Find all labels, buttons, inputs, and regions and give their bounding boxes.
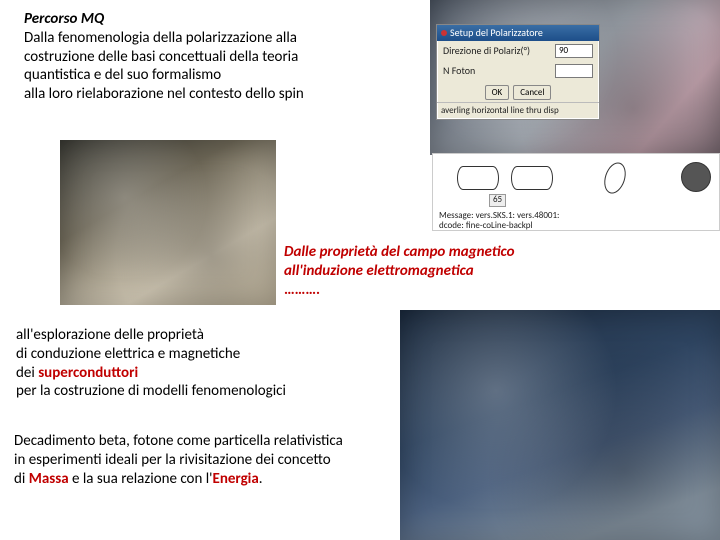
dialog-icon — [441, 30, 447, 36]
section-mq-line2: costruzione delle basi concettuali della… — [24, 48, 424, 67]
diagram-label-65: 65 — [489, 194, 506, 207]
diagram-cylinder-2 — [511, 166, 553, 190]
section-sc-line4: per la costruzione di modelli fenomenolo… — [16, 382, 396, 401]
section-me-line3b: Massa — [29, 470, 69, 488]
section-me-line3d: Energia — [213, 470, 259, 488]
dialog-buttons: OK Cancel — [437, 81, 599, 102]
photo-student-writing — [60, 140, 276, 305]
section-mq-line3: quantistica e del suo formalismo — [24, 66, 424, 85]
section-sc-line2: di conduzione elettrica e magnetiche — [16, 345, 396, 364]
section-magnetic-line2: all'induzione elettromagnetica — [284, 262, 604, 281]
diagram-lens-ellipse — [601, 160, 630, 197]
diagram-cylinder-1 — [457, 166, 499, 190]
dialog-label-nfoton: N Foton — [443, 65, 549, 78]
dialog-status: averling horizontal line thru disp — [437, 102, 599, 118]
section-magnetic: Dalle proprietà del campo magnetico all'… — [284, 243, 604, 299]
dialog-titlebar: Setup del Polarizzatore — [437, 25, 599, 41]
section-me-line3a: di — [14, 470, 29, 488]
section-me-line3: di Massa e la sua relazione con l'Energi… — [14, 470, 414, 489]
optics-diagram: 65 Message: vers.SKS.1: vers.48001: dcod… — [432, 153, 720, 231]
section-sc-line1: all'esplorazione delle proprietà — [16, 326, 396, 345]
section-me-line3e: . — [259, 470, 263, 488]
dialog-ok-button[interactable]: OK — [485, 85, 510, 100]
section-me-line1: Decadimento beta, fotone come particella… — [14, 432, 414, 451]
section-sc-line3: dei superconduttori — [16, 364, 396, 383]
section-mass-energy: Decadimento beta, fotone come particella… — [14, 432, 414, 488]
dialog-row-nfoton: N Foton — [437, 61, 599, 81]
section-mq-line1: Dalla fenomenologia della polarizzazione… — [24, 29, 424, 48]
section-magnetic-line3: ………. — [284, 281, 604, 300]
section-me-line2: in esperimenti ideali per la rivisitazio… — [14, 451, 414, 470]
dialog-field-nfoton[interactable] — [555, 64, 593, 78]
section-me-line3c: e la sua relazione con l' — [69, 470, 213, 488]
dialog-label-direction: Direzione di Polariz(°) — [443, 45, 549, 58]
section-superconductors: all'esplorazione delle proprietà di cond… — [16, 326, 396, 401]
section-sc-line3b: superconduttori — [38, 364, 138, 382]
section-mq: Percorso MQ Dalla fenomenologia della po… — [24, 10, 424, 104]
diagram-lens-circle — [681, 162, 711, 192]
photo-lab-bench — [400, 310, 720, 540]
dialog-title: Setup del Polarizzatore — [450, 27, 543, 40]
diagram-caption-2: dcode: fine-coLine-backpl — [439, 220, 533, 231]
dialog-row-direction: Direzione di Polariz(°) 90 — [437, 41, 599, 61]
section-mq-line4: alla loro rielaborazione nel contesto de… — [24, 85, 424, 104]
section-mq-title: Percorso MQ — [24, 10, 424, 29]
dialog-field-direction[interactable]: 90 — [555, 44, 593, 58]
dialog-cancel-button[interactable]: Cancel — [513, 85, 551, 100]
section-magnetic-line1: Dalle proprietà del campo magnetico — [284, 243, 604, 262]
polarizer-dialog: Setup del Polarizzatore Direzione di Pol… — [436, 24, 600, 120]
section-sc-line3a: dei — [16, 364, 38, 382]
